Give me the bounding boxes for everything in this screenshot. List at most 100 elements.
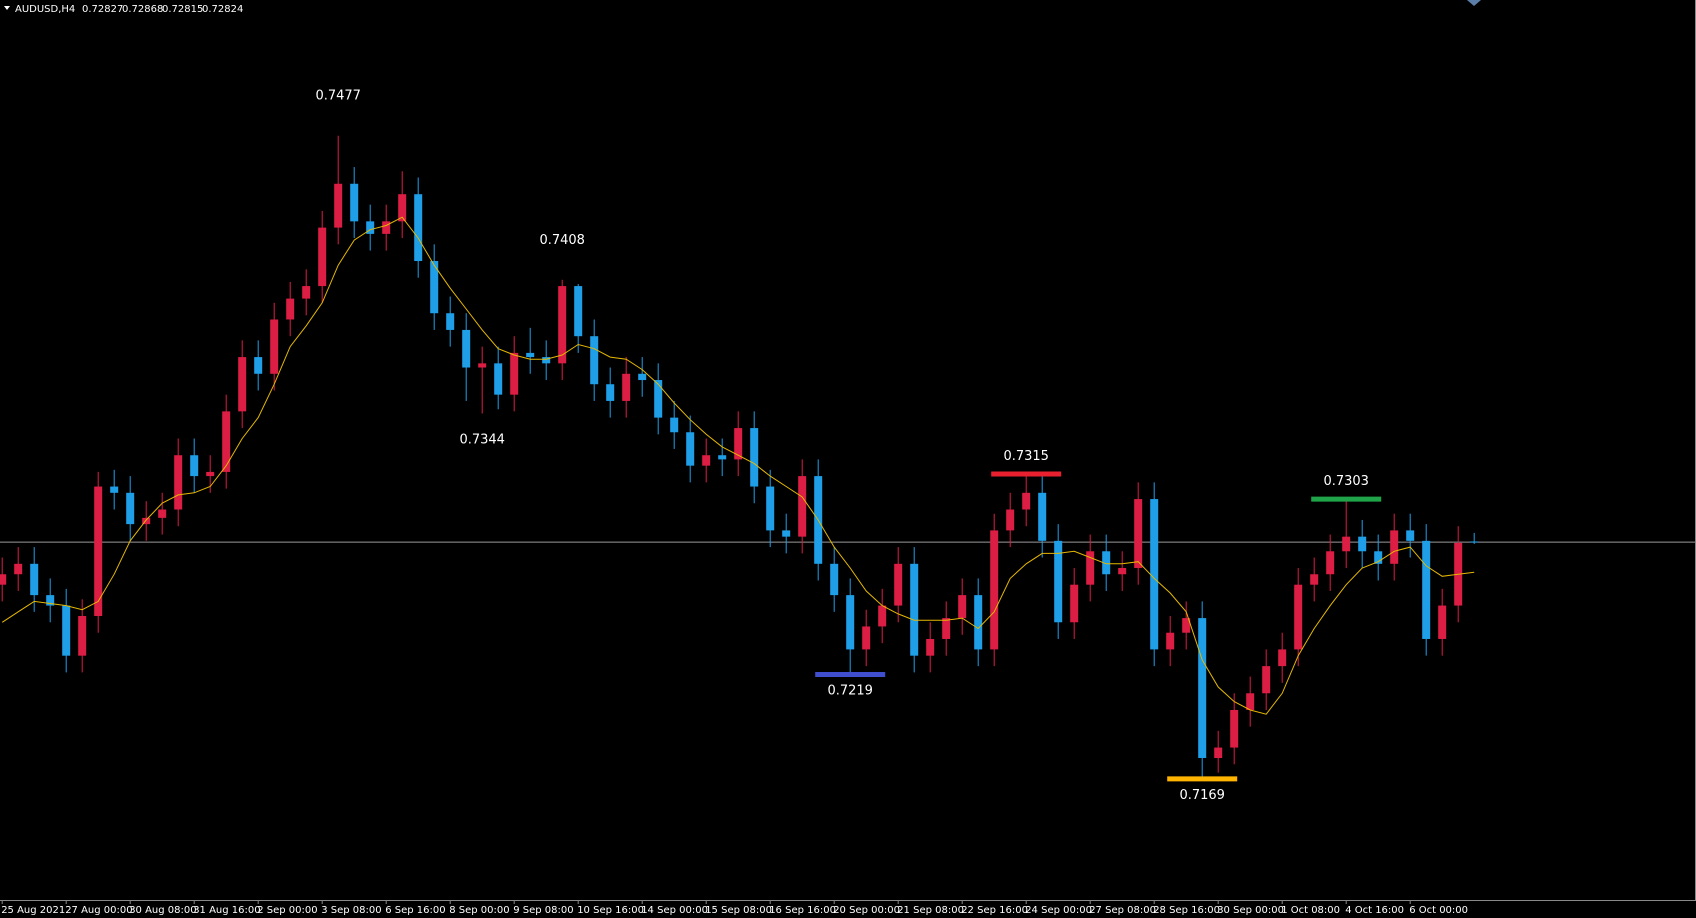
candle-body [78, 616, 87, 656]
candle-body [654, 380, 663, 418]
candle-body [110, 486, 119, 493]
symbol: AUDUSD,H4 [15, 4, 75, 15]
candle-body [206, 471, 215, 477]
x-tick-label: 4 Oct 16:00 [1345, 905, 1404, 916]
last-high: 0.72868 [122, 4, 163, 15]
last-close: 0.72824 [202, 4, 243, 15]
candle-body [1470, 541, 1479, 543]
candle-body [0, 574, 7, 585]
x-tick-label: 30 Aug 08:00 [129, 905, 196, 916]
candle-body [1390, 530, 1399, 564]
candle-body [1070, 584, 1079, 623]
candle-body [1134, 499, 1143, 568]
candle-body [1166, 632, 1175, 650]
candle-body [894, 563, 903, 606]
x-tick-label: 9 Sep 08:00 [513, 905, 573, 916]
price-annotation: 0.7408 [539, 233, 585, 248]
candle-body [254, 357, 263, 374]
x-tick-label: 15 Sep 08:00 [705, 905, 772, 916]
candle-body [910, 563, 919, 656]
price-annotation: 0.7315 [1003, 449, 1049, 464]
candle-body [286, 298, 295, 320]
header: AUDUSD,H4 0.72827 0.72868 0.72815 0.7282… [15, 4, 243, 15]
candle-body [222, 411, 231, 472]
x-tick-label: 28 Sep 16:00 [1153, 905, 1220, 916]
candle-body [526, 352, 535, 358]
candle-body [1054, 540, 1063, 623]
last-open: 0.72827 [82, 4, 123, 15]
candle-body [1278, 649, 1287, 667]
x-tick-label: 20 Sep 00:00 [833, 905, 900, 916]
candle-body [1246, 693, 1255, 710]
candle-body [142, 517, 151, 525]
candle-body [1006, 509, 1015, 531]
candle-body [94, 486, 103, 617]
candle-body [174, 455, 183, 510]
candle-body [1342, 536, 1351, 552]
candle-body [366, 221, 375, 234]
candle-body [158, 509, 167, 518]
candle-body [958, 595, 967, 619]
candle-body [718, 455, 727, 460]
candle-body [1374, 551, 1383, 564]
candle-body [1358, 536, 1367, 552]
candle-body [974, 595, 983, 650]
candle-body [846, 595, 855, 650]
candle-body [1182, 618, 1191, 633]
x-tick-label: 8 Sep 00:00 [449, 905, 509, 916]
candle-body [302, 286, 311, 299]
candle-body [766, 486, 775, 531]
candle-body [750, 428, 759, 487]
candle-body [862, 626, 871, 650]
shift-marker [1467, 0, 1481, 6]
candle-body [1198, 618, 1207, 759]
x-tick-label: 24 Sep 00:00 [1025, 905, 1092, 916]
candle-body [462, 329, 471, 368]
candle-body [990, 530, 999, 650]
x-tick-label: 25 Aug 2021 [1, 905, 65, 916]
x-tick-label: 30 Sep 00:00 [1217, 905, 1284, 916]
x-tick-label: 31 Aug 16:00 [193, 905, 260, 916]
candle-body [878, 605, 887, 627]
candle-body [350, 183, 359, 222]
candle-body [942, 618, 951, 639]
x-tick-label: 3 Sep 08:00 [321, 905, 381, 916]
candle-body [46, 595, 55, 606]
candle-body [798, 476, 807, 537]
candle-body [702, 455, 711, 466]
moving-average [1, 216, 1475, 715]
candle-body [590, 336, 599, 385]
candle-body [494, 363, 503, 395]
x-tick-label: 22 Sep 16:00 [961, 905, 1028, 916]
price-annotation: 0.7219 [827, 683, 873, 698]
candle-body [542, 357, 551, 364]
header-arrow [4, 6, 10, 10]
x-tick-label: 21 Sep 08:00 [897, 905, 964, 916]
candle-body [1214, 747, 1223, 759]
candle-body [446, 313, 455, 330]
candle-body [574, 286, 583, 337]
candle-body [1310, 574, 1319, 585]
candle-body [622, 373, 631, 401]
candle-body [638, 373, 647, 381]
candle-body [270, 319, 279, 374]
candle-body [62, 605, 71, 656]
candle-body [14, 563, 23, 575]
candle-body [430, 261, 439, 314]
candle-body [414, 194, 423, 262]
candle-body [510, 352, 519, 395]
candle-body [1406, 530, 1415, 541]
x-tick-label: 10 Sep 16:00 [577, 905, 644, 916]
candle-body [782, 530, 791, 537]
x-tick-label: 27 Aug 00:00 [65, 905, 132, 916]
candle-body [1326, 551, 1335, 575]
candle-body [558, 286, 567, 364]
candle-body [1438, 605, 1447, 639]
candle-body [1422, 540, 1431, 639]
candle-body [398, 194, 407, 222]
candle-body [334, 183, 343, 228]
candle-body [734, 428, 743, 460]
